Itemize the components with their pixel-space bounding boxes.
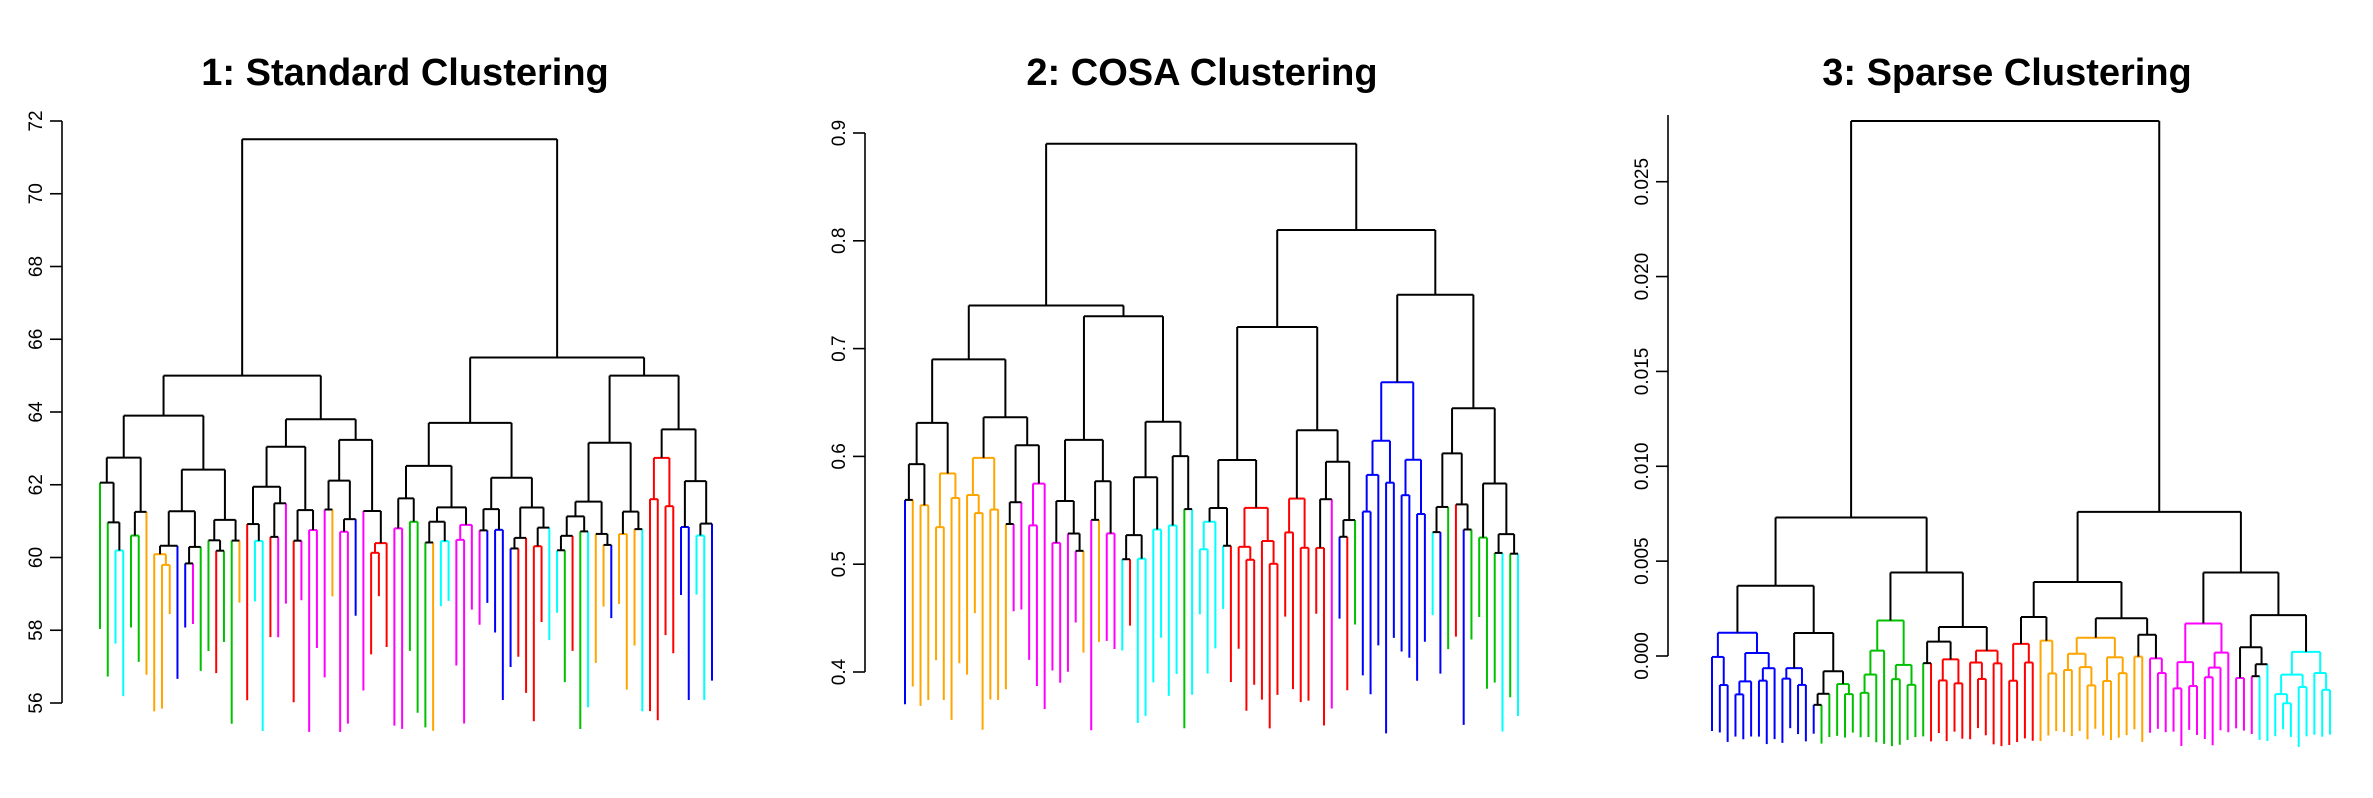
- y-tick-label: 0.020: [1632, 253, 1653, 301]
- panel-2-dendrogram: [904, 142, 1519, 734]
- panel-1-title: 1: Standard Clustering: [201, 52, 609, 94]
- y-tick-label: 0.000: [1632, 632, 1653, 680]
- y-tick-label: 0.005: [1632, 537, 1653, 585]
- panel-cosa-clustering: 2: COSA Clustering 0.4 0.5 0.6 0.7 0.8 0.9: [829, 52, 1519, 734]
- y-tick-label: 0.6: [829, 443, 850, 469]
- y-tick-label: 64: [26, 401, 47, 423]
- y-tick-label: 0.8: [829, 228, 850, 254]
- panel-2-title: 2: COSA Clustering: [1026, 52, 1377, 94]
- y-tick-label: 56: [26, 692, 47, 713]
- y-tick-label: 0.025: [1632, 158, 1653, 206]
- y-tick-label: 0.9: [829, 120, 850, 146]
- y-tick-label: 0.015: [1632, 348, 1653, 396]
- panel-1-dendrogram: [99, 138, 713, 732]
- y-tick-label: 68: [26, 256, 47, 277]
- y-tick-label: 72: [26, 110, 47, 131]
- panel-3-title: 3: Sparse Clustering: [1822, 52, 2192, 94]
- y-tick-label: 0.010: [1632, 443, 1653, 491]
- y-tick-label: 58: [26, 620, 47, 641]
- y-tick-label: 66: [26, 329, 47, 350]
- y-tick-label: 70: [26, 183, 47, 204]
- panel-2-y-axis: 0.4 0.5 0.6 0.7 0.8 0.9: [829, 120, 866, 685]
- y-tick-label: 62: [26, 474, 47, 495]
- y-tick-label: 0.7: [829, 335, 850, 361]
- panel-standard-clustering: 1: Standard Clustering 56 58 60 62 64 66 68 70 7…: [26, 52, 713, 732]
- panel-1-y-axis: 56 58 60 62 64 66 68 70 72: [26, 110, 63, 714]
- y-tick-label: 60: [26, 547, 47, 568]
- y-tick-label: 0.5: [829, 551, 850, 577]
- panel-sparse-clustering: 3: Sparse Clustering 0.000 0.005 0.010 0.01…: [1632, 52, 2331, 747]
- panel-3-y-axis: 0.000 0.005 0.010 0.015 0.020 0.025: [1632, 115, 1669, 680]
- y-tick-label: 0.4: [829, 658, 850, 685]
- panel-3-dendrogram: [1711, 120, 2331, 747]
